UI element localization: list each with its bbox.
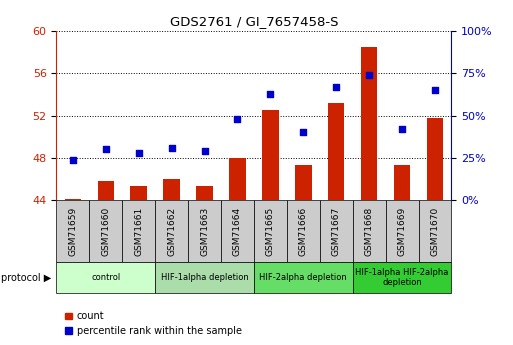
Bar xyxy=(229,158,246,200)
Point xyxy=(233,116,242,122)
Text: GSM71670: GSM71670 xyxy=(430,207,440,256)
Legend: count, percentile rank within the sample: count, percentile rank within the sample xyxy=(61,307,246,340)
Bar xyxy=(164,179,180,200)
Text: GSM71664: GSM71664 xyxy=(233,207,242,256)
Bar xyxy=(328,103,344,200)
Point xyxy=(69,157,77,162)
Text: protocol ▶: protocol ▶ xyxy=(1,273,51,283)
Text: GSM71659: GSM71659 xyxy=(68,207,77,256)
Text: GSM71665: GSM71665 xyxy=(266,207,275,256)
Text: GSM71662: GSM71662 xyxy=(167,207,176,256)
Point xyxy=(299,130,307,135)
Point xyxy=(168,145,176,150)
Title: GDS2761 / GI_7657458-S: GDS2761 / GI_7657458-S xyxy=(170,16,338,29)
Text: HIF-1alpha HIF-2alpha
depletion: HIF-1alpha HIF-2alpha depletion xyxy=(356,268,449,287)
Point xyxy=(201,148,209,154)
Bar xyxy=(427,118,443,200)
Point xyxy=(134,150,143,156)
Bar xyxy=(262,110,279,200)
Point xyxy=(431,87,439,93)
Bar xyxy=(295,165,311,200)
Text: GSM71666: GSM71666 xyxy=(299,207,308,256)
Text: GSM71668: GSM71668 xyxy=(365,207,373,256)
Bar xyxy=(130,186,147,200)
Text: GSM71667: GSM71667 xyxy=(332,207,341,256)
Text: GSM71660: GSM71660 xyxy=(101,207,110,256)
Point xyxy=(102,147,110,152)
Bar xyxy=(394,165,410,200)
Text: GSM71669: GSM71669 xyxy=(398,207,407,256)
Text: HIF-1alpha depletion: HIF-1alpha depletion xyxy=(161,273,248,282)
Bar xyxy=(361,47,378,200)
Text: control: control xyxy=(91,273,121,282)
Bar xyxy=(97,181,114,200)
Text: GSM71663: GSM71663 xyxy=(200,207,209,256)
Point xyxy=(266,91,274,96)
Point xyxy=(398,126,406,132)
Text: HIF-2alpha depletion: HIF-2alpha depletion xyxy=(260,273,347,282)
Bar xyxy=(196,186,213,200)
Point xyxy=(332,84,340,90)
Point xyxy=(365,72,373,78)
Text: GSM71661: GSM71661 xyxy=(134,207,143,256)
Bar xyxy=(65,199,81,200)
